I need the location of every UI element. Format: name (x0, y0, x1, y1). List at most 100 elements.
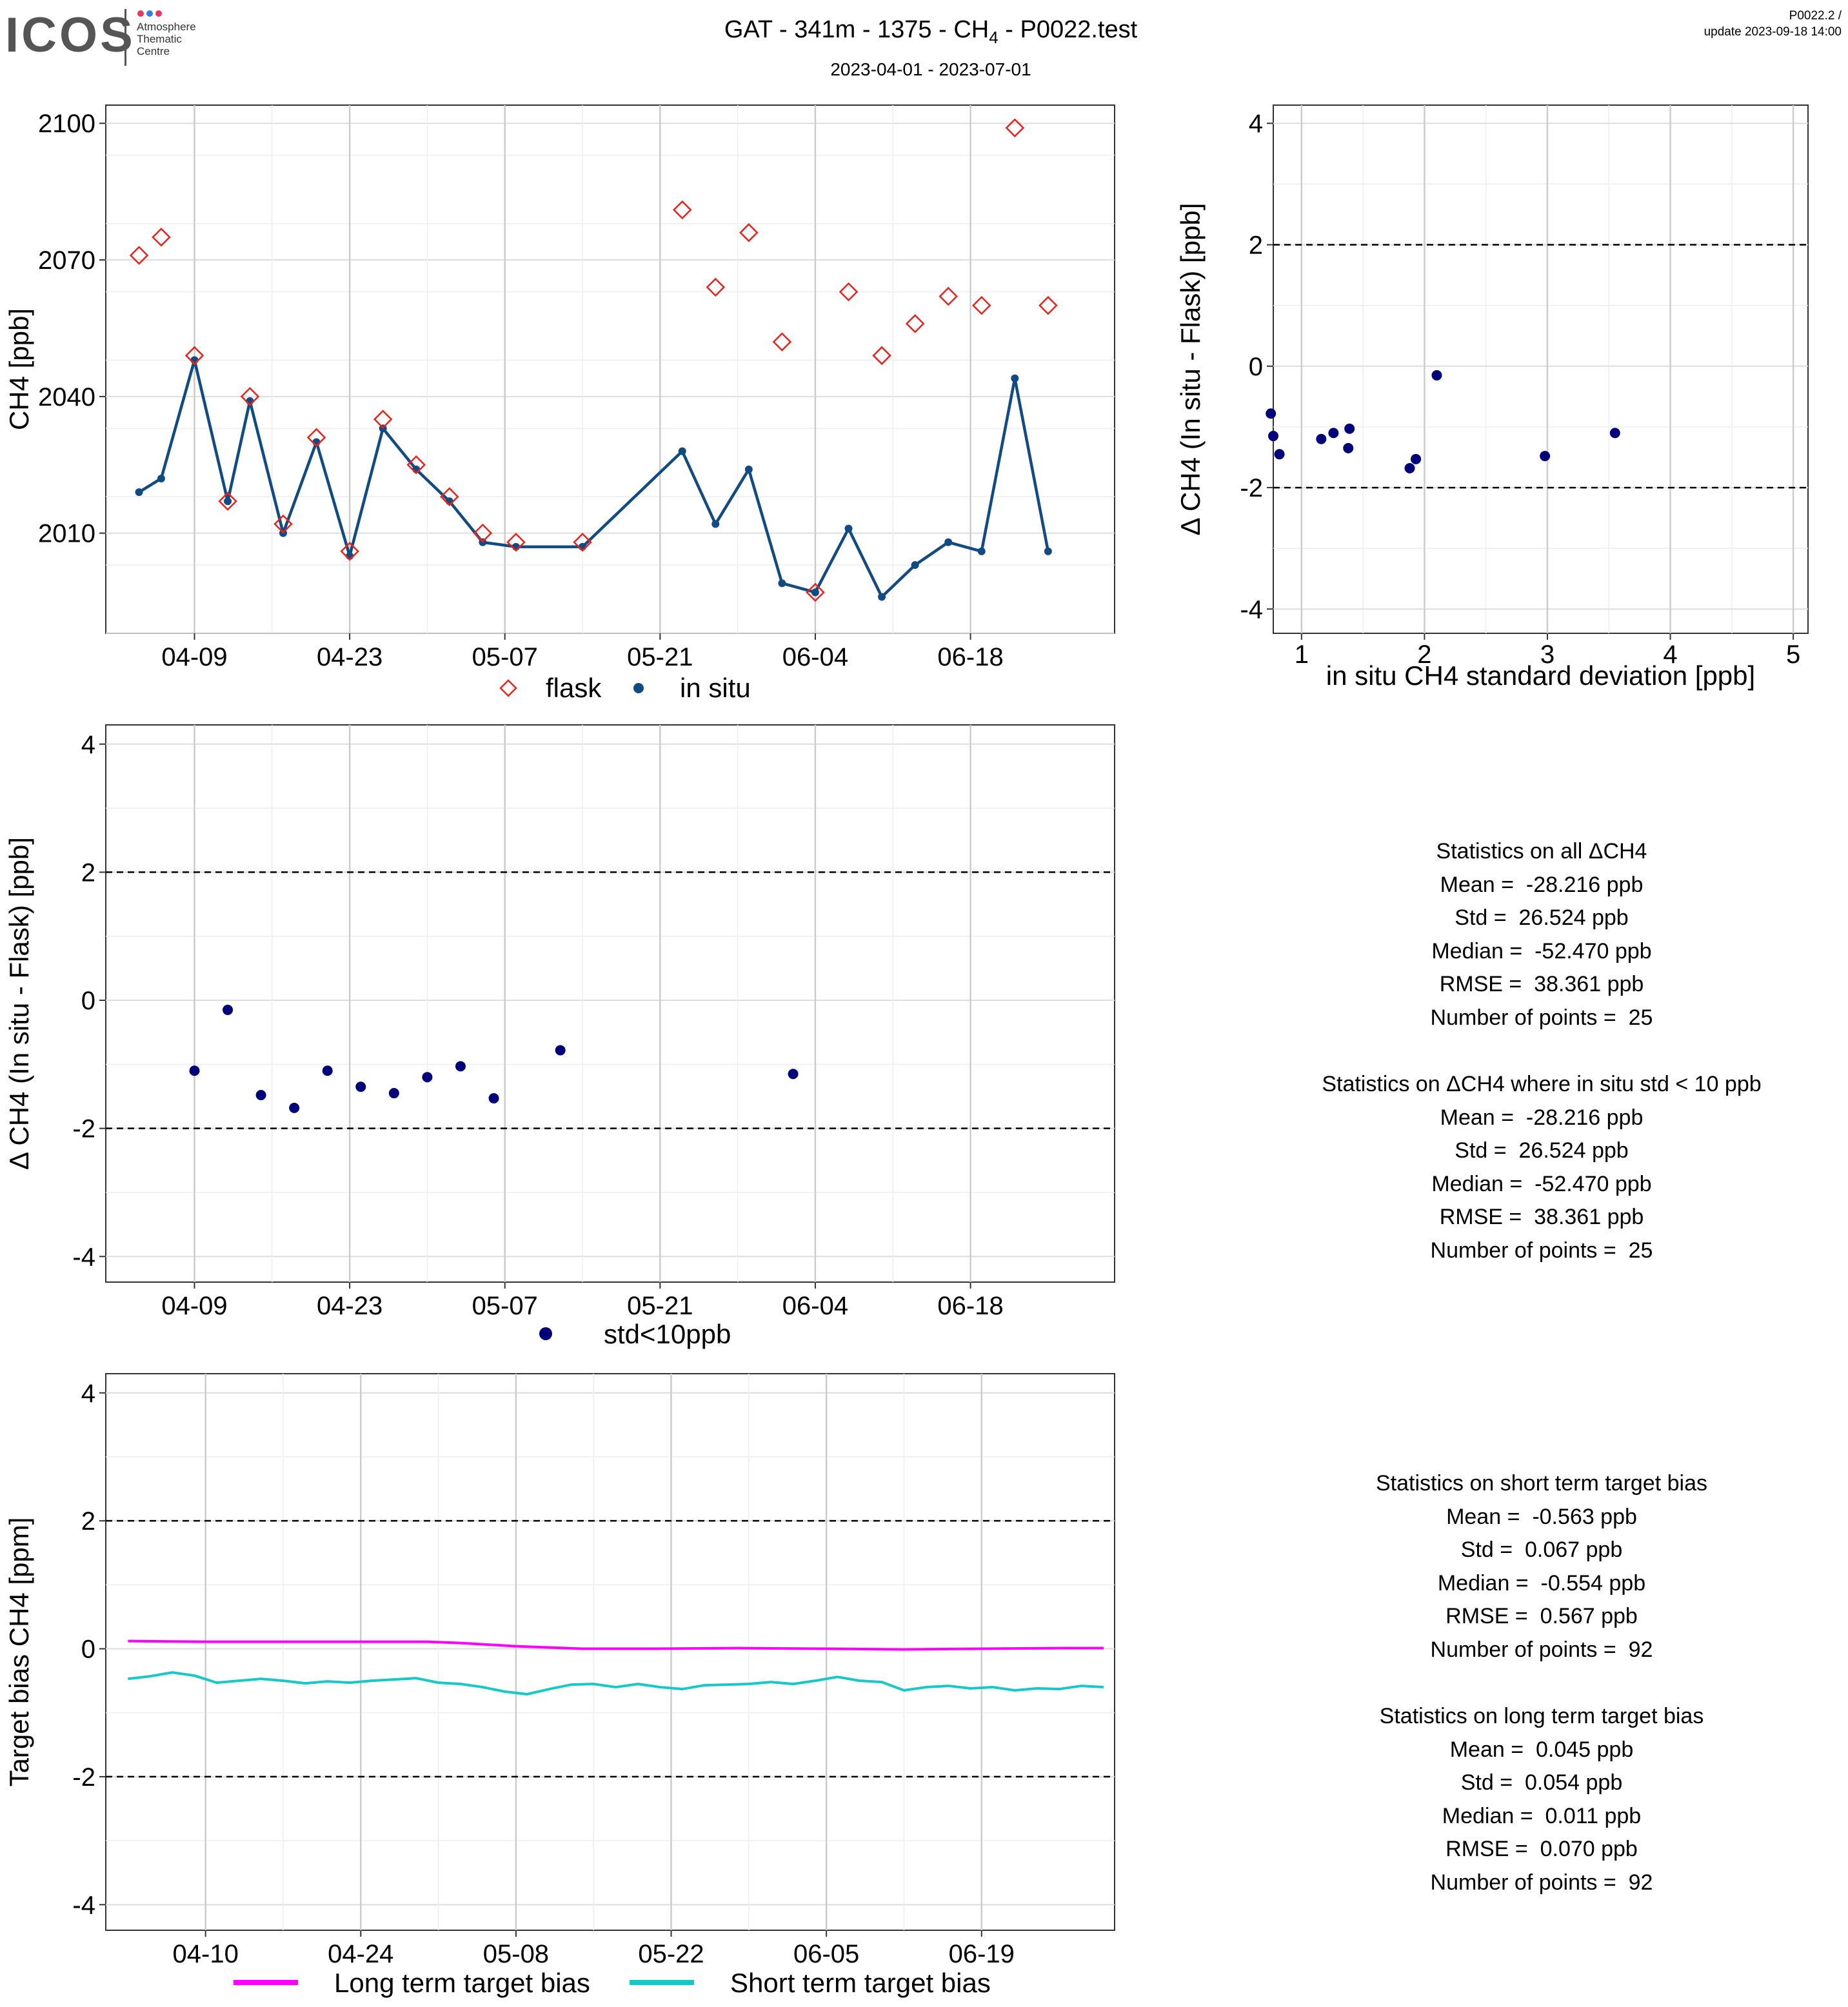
delta-point (1328, 428, 1339, 439)
insitu-series-line (138, 359, 1050, 598)
stats-std-block: Statistics on ΔCH4 where in situ std < 1… (1264, 1068, 1819, 1267)
insitu-point (744, 465, 753, 473)
version-label: P0022.2 / (1789, 9, 1842, 23)
plot-area (105, 104, 1115, 634)
insitu-point (911, 561, 919, 569)
flask-point (340, 542, 359, 561)
plot-area (105, 724, 1115, 1283)
chart-delta-vs-std: -4 -2 0 2 4 1 2 3 4 5 in situ CH4 standard deviati… (1175, 104, 1809, 691)
flask-point (152, 227, 171, 247)
delta-point (223, 1004, 233, 1015)
delta-point (488, 1092, 499, 1103)
delta-point (388, 1088, 399, 1099)
legend-flask-label: flask (546, 673, 602, 703)
delta-point (189, 1065, 200, 1076)
stats-count: Number of points = 92 (1430, 1870, 1653, 1895)
insitu-point (678, 447, 686, 455)
delta-point (455, 1061, 466, 1072)
tick-label-x: 06-05 (793, 1940, 859, 1968)
delta-point (255, 1090, 266, 1101)
date-range: 2023-04-01 - 2023-07-01 (830, 59, 1031, 79)
flask-point (306, 428, 326, 448)
insitu-point (844, 524, 853, 533)
stats-rmse: RMSE = 0.070 ppb (1446, 1837, 1638, 1861)
tick-label-x: 04-24 (328, 1940, 393, 1968)
flask-point (706, 277, 726, 297)
flask-point (1038, 295, 1058, 315)
insitu-point (977, 547, 986, 555)
logo-line-1: Atmosphere (137, 21, 196, 33)
tick-label-x: 05-07 (472, 643, 538, 671)
insitu-point (157, 474, 165, 482)
tick-label-y: 2 (81, 1507, 95, 1536)
flask-point (240, 387, 260, 406)
delta-point (322, 1065, 333, 1076)
flask-point (573, 533, 592, 552)
delta-point (1274, 449, 1285, 460)
legend-std-marker (539, 1327, 552, 1340)
axis-label-y: Δ CH4 (In situ - Flask) [ppb] (1175, 203, 1206, 536)
insitu-point (135, 488, 143, 497)
chart-target-bias: -4 -2 0 2 4 04-10 04-24 05-08 05-22 06-05 06-19 Tar… (4, 1373, 1115, 1998)
tick-label-x: 04-10 (173, 1940, 239, 1968)
tick-label-y: 0 (1249, 353, 1263, 381)
tick-label-y: 0 (81, 1636, 95, 1664)
stats-count: Number of points = 25 (1430, 1238, 1653, 1263)
legend-insitu-marker (633, 683, 644, 693)
tick-label-x: 3 (1540, 640, 1555, 669)
tick-label-x: 1 (1295, 640, 1309, 669)
stats-mean: Mean = -28.216 ppb (1440, 1105, 1644, 1130)
logo-divider (124, 9, 126, 66)
stats-mean: Mean = -28.216 ppb (1440, 872, 1644, 897)
logo-dot-3 (155, 10, 162, 17)
flask-point (872, 346, 891, 366)
tick-label-y: 2040 (38, 383, 95, 411)
stats-count: Number of points = 92 (1430, 1637, 1653, 1662)
delta-point (788, 1069, 799, 1080)
logo-dot-2 (146, 10, 153, 17)
tick-label-x: 04-23 (317, 643, 383, 671)
stats-title: Statistics on long term target bias (1379, 1704, 1704, 1728)
stats-long-block: Statistics on long term target bias Mean… (1264, 1700, 1819, 1899)
flask-point (905, 314, 925, 333)
tick-label-y: 2 (81, 858, 95, 887)
page-title: GAT - 341m - 1375 - CH4 - P0022.test (724, 16, 1138, 47)
stats-rmse: RMSE = 38.361 ppb (1439, 972, 1644, 996)
flask-point (184, 346, 204, 366)
stats-title: Statistics on all ΔCH4 (1436, 839, 1647, 864)
tick-label-x: 05-08 (483, 1940, 549, 1968)
stats-median: Median = -52.470 ppb (1431, 1171, 1652, 1196)
tick-label-y: -2 (1240, 474, 1263, 502)
stats-short-block: Statistics on short term target bias Mea… (1264, 1467, 1819, 1666)
flask-point (506, 533, 526, 552)
tick-label-y: 4 (1249, 110, 1263, 138)
delta-point (1431, 370, 1442, 381)
delta-point (1411, 453, 1422, 464)
stats-std: Std = 0.054 ppb (1460, 1770, 1623, 1795)
legend-flask-marker (499, 679, 517, 697)
insitu-point (811, 588, 819, 597)
stats-title: Statistics on ΔCH4 where in situ std < 1… (1322, 1072, 1762, 1096)
plot-area (1273, 104, 1809, 634)
flask-point (839, 282, 859, 302)
stats-all-block: Statistics on all ΔCH4 Mean = -28.216 pp… (1264, 835, 1819, 1034)
tick-label-x: 06-19 (949, 1940, 1015, 1968)
delta-point (1609, 428, 1620, 439)
logo-dot-1 (137, 10, 144, 17)
delta-point (555, 1045, 566, 1056)
tick-label-x: 04-09 (161, 643, 227, 671)
stats-median: Median = -52.470 ppb (1431, 938, 1652, 964)
stats-median: Median = 0.011 ppb (1442, 1803, 1642, 1828)
tick-label-x: 2 (1417, 640, 1431, 669)
flask-point (273, 514, 293, 534)
logo-brand: ICOS (5, 8, 135, 63)
icos-logo: ICOS Atmosphere Thematic Centre (5, 8, 196, 66)
flask-point (373, 410, 393, 429)
legend-long-label: Long term target bias (334, 1968, 590, 1998)
tick-label-x: 06-18 (937, 1292, 1003, 1320)
tick-label-y: 4 (81, 1379, 95, 1408)
logo-line-2: Thematic (137, 33, 182, 45)
stats-count: Number of points = 25 (1430, 1005, 1653, 1030)
insitu-point (711, 520, 720, 528)
legend-short-label: Short term target bias (730, 1968, 991, 1998)
